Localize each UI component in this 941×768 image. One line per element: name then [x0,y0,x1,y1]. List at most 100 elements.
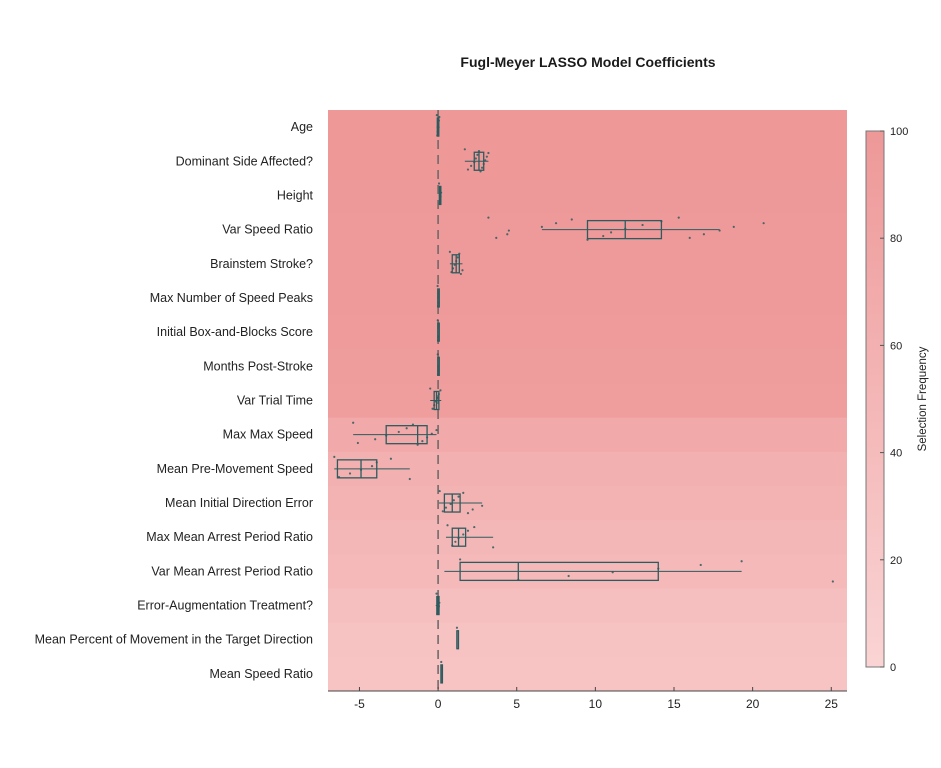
feature-boxplot [436,284,440,308]
feature-label: Max Max Speed [223,428,313,442]
coefficient-point [375,461,378,464]
feature-label: Initial Box-and-Blocks Score [157,325,313,339]
selection-frequency-bands [328,110,847,692]
coefficient-point [457,537,460,540]
feature-label: Var Speed Ratio [222,223,313,237]
coefficient-point [408,477,411,481]
colorbar-tick-label: 0 [890,662,896,674]
coefficient-point [444,506,448,509]
coefficient-point [439,389,442,392]
feature-boxplot [445,524,495,549]
coefficient-point [441,510,444,513]
coefficient-point [677,216,680,219]
feature-boxplot [435,114,441,137]
feature-band [328,246,847,282]
coefficient-point [433,404,436,407]
colorbar-tick-label: 80 [890,233,902,245]
coefficient-point [453,263,456,266]
coefficient-point [437,119,440,122]
coefficient-point [462,491,465,495]
coefficient-point [436,339,440,342]
coefficient-point [446,524,449,527]
coefficient-point [470,164,473,167]
coefficient-point [436,612,439,615]
coefficient-point [436,319,439,322]
feature-boxplot [333,455,411,481]
coefficient-point [831,580,834,583]
coefficient-point [602,234,605,238]
feature-label: Max Mean Arrest Period Ratio [146,530,313,544]
x-tick-label: 25 [825,697,839,711]
coefficient-point [437,335,440,338]
feature-label: Age [291,120,313,134]
feature-band [328,280,847,316]
feature-band [328,178,847,214]
colorbar-tick-label: 60 [890,340,902,352]
coefficient-point [477,150,481,153]
feature-boxplot [435,592,441,616]
feature-boxplot [437,182,443,206]
coefficient-point [466,512,470,515]
coefficient-point [437,123,440,126]
coefficient-point [435,428,438,432]
x-tick-label: 20 [746,697,760,711]
coefficient-point [452,499,455,502]
feature-band [328,349,847,384]
coefficient-point [451,544,454,547]
coefficient-point [436,130,439,133]
feature-band [328,520,847,555]
feature-boxplot [429,387,442,411]
coefficient-point [437,301,440,304]
coefficient-point [484,159,487,162]
coefficient-point [495,236,498,239]
feature-label: Var Trial Time [237,394,313,408]
coefficient-point [437,605,440,608]
coefficient-point [421,440,424,443]
feature-label: Var Mean Arrest Period Ratio [151,564,313,578]
iqr-box [586,219,663,240]
feature-boxplot [463,148,490,173]
coefficient-point [397,430,400,434]
coefficient-point [481,504,484,507]
coefficient-point [439,191,443,194]
coefficient-point [586,238,589,241]
coefficient-point [466,529,470,532]
feature-label: Mean Initial Direction Error [165,496,313,510]
coefficient-point [473,161,476,164]
coefficient-point [440,660,443,664]
coefficient-point [352,421,355,424]
iqr-box [336,459,378,479]
coefficient-point [435,114,438,117]
coefficient-point [463,148,466,151]
feature-band [328,588,847,624]
feature-labels: Age Dominant Side Affected? Height Var Spee… [35,120,314,681]
coefficient-point [473,525,476,529]
coefficient-point [718,229,721,232]
feature-label: Max Number of Speed Peaks [150,291,313,305]
coefficient-point [431,407,434,410]
coefficient-point [439,195,442,198]
coefficient-point [492,546,495,549]
coefficient-point [641,223,644,227]
coefficient-point [461,269,464,272]
coefficient-point [425,436,429,439]
coefficient-point [507,229,510,232]
coefficient-point [506,233,509,236]
colorbar-tick-label: 40 [890,448,902,460]
coefficient-point [458,252,461,255]
coefficient-point [359,468,363,471]
coefficient-point [455,259,458,263]
coefficient-point [333,455,336,458]
x-tick-label: 15 [667,697,681,711]
chart-title: Fugl-Meyer LASSO Model Coefficients [460,54,715,70]
feature-band [328,656,847,692]
coefficient-point [611,571,614,574]
feature-boxplot [455,626,460,650]
coefficient-point [436,373,440,376]
feature-label: Mean Speed Ratio [209,667,313,681]
feature-band [328,315,847,350]
feature-boxplot [438,489,484,515]
feature-band [328,485,847,521]
colorbar-gradient [865,130,885,668]
